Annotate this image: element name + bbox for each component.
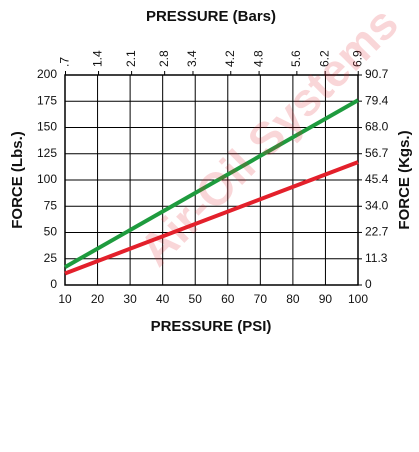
- y-tick-label: 25: [44, 251, 58, 265]
- top-axis-title: PRESSURE (Bars): [146, 8, 276, 25]
- y-tick-label: 125: [37, 146, 57, 160]
- series-line: [64, 98, 359, 269]
- y2-tick-label: 22.7: [365, 225, 389, 239]
- top-tick-label: 2.1: [124, 50, 138, 67]
- series-line: [64, 160, 359, 276]
- y2-tick-label: 56.7: [365, 146, 389, 160]
- y2-tick-label: 0: [365, 277, 372, 291]
- y-tick-label: 200: [37, 67, 57, 81]
- x-tick-label: 80: [286, 292, 300, 306]
- y2-tick-label: 90.7: [365, 67, 389, 81]
- y-tick-label: 150: [37, 120, 57, 134]
- top-tick-label: 6.2: [317, 50, 331, 67]
- y-axis-title: FORCE (Lbs.): [9, 131, 26, 229]
- x-tick-label: 10: [58, 292, 72, 306]
- top-tick-label: 5.6: [289, 50, 303, 67]
- x-tick-label: 70: [254, 292, 268, 306]
- y-tick-label: 175: [37, 93, 57, 107]
- y-tick-label: 75: [44, 198, 58, 212]
- x-tick-label: 30: [123, 292, 137, 306]
- y-tick-label: 50: [44, 225, 58, 239]
- y2-tick-label: 79.4: [365, 93, 389, 107]
- x-tick-label: 90: [319, 292, 333, 306]
- y2-tick-label: 45.4: [365, 172, 389, 186]
- top-tick-label: 6.9: [350, 50, 364, 67]
- plot-border: [64, 74, 359, 286]
- x-tick-label: 50: [189, 292, 203, 306]
- y-tick-label: 0: [50, 277, 57, 291]
- top-tick-label: .7: [58, 57, 72, 67]
- y2-axis-title: FORCE (Kgs.): [396, 130, 413, 229]
- top-tick-label: 3.4: [185, 50, 199, 67]
- x-tick-label: 60: [221, 292, 235, 306]
- x-tick-label: 20: [91, 292, 105, 306]
- y2-tick-label: 34.0: [365, 198, 389, 212]
- x-tick-label: 100: [348, 292, 368, 306]
- top-tick-label: 4.2: [223, 50, 237, 67]
- top-tick-label: 4.8: [251, 50, 265, 67]
- top-tick-label: 1.4: [91, 50, 105, 67]
- y-tick-label: 100: [37, 172, 57, 186]
- y2-tick-label: 68.0: [365, 120, 389, 134]
- y2-tick-label: 11.3: [365, 251, 388, 265]
- x-axis-title: PRESSURE (PSI): [151, 318, 272, 335]
- x-tick-label: 40: [156, 292, 170, 306]
- top-tick-label: 2.8: [157, 50, 171, 67]
